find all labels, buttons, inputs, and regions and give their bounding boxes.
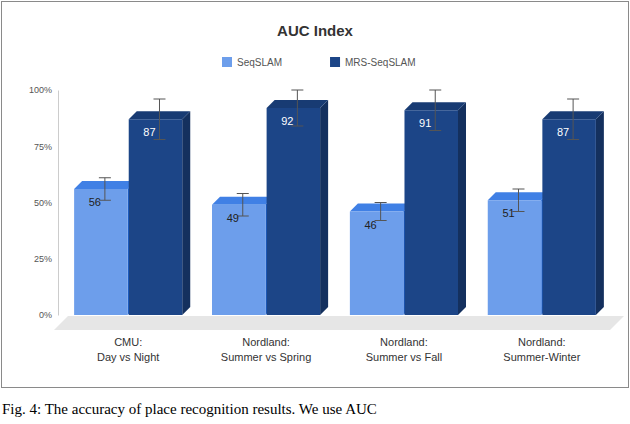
y-tick-label: 25% [34,254,52,264]
legend-item: SeqSLAM [222,57,282,68]
x-tick-label: Nordland: Summer vs Spring [221,336,311,363]
error-cap [567,139,579,140]
data-label: 49 [227,212,239,224]
legend: SeqSLAM MRS-SeqSLAM [222,57,416,68]
error-cap [153,99,165,100]
error-cap [375,202,387,203]
bar-side [458,102,466,315]
error-cap [513,189,525,190]
data-label: 46 [365,219,377,231]
error-line [435,90,436,131]
y-tick: 75% [34,142,58,152]
error-cap [429,90,441,91]
legend-swatch [330,57,340,67]
error-line [573,99,574,140]
error-line [518,189,519,212]
data-label: 51 [502,207,514,219]
bar [129,119,183,315]
chart: AUC Index SeqSLAM MRS-SeqSLAM 0% 25% 50% 75% 10… [0,0,630,424]
error-line [297,90,298,126]
y-tick: 50% [34,198,58,208]
legend-swatch [222,57,232,67]
bar-side [596,111,604,315]
y-tick: 100% [29,85,58,95]
legend-item: MRS-SeqSLAM [330,57,416,68]
caption: Fig. 4: The accuracy of place recognitio… [2,401,377,417]
y-axis-line [58,91,59,316]
data-label: 87 [557,126,569,138]
x-tick-label: Nordland: Summer-Winter [503,336,580,363]
bar [212,205,266,315]
y-tick-label: 100% [29,85,52,95]
bar [542,119,596,315]
y-tick-label: 75% [34,142,52,152]
title: AUC Index [277,22,354,39]
error-cap [237,193,249,194]
plot-area [74,90,604,315]
data-label: 92 [281,115,293,127]
bar [404,110,458,315]
x-tick-label-line: Day vs Night [97,351,159,363]
error-cap [153,139,165,140]
data-labels: 56 49 46 51 87 92 91 87 [89,115,569,231]
bar-side [320,100,328,315]
data-label: 91 [419,117,431,129]
error-cap [567,99,579,100]
error-line [380,203,381,221]
bar [74,189,128,315]
bar [488,200,542,315]
error-line [159,99,160,140]
x-tick-label-line: Nordland: [242,336,290,348]
legend-label: MRS-SeqSLAM [345,57,416,68]
data-label: 56 [89,196,101,208]
bar-side [182,111,190,315]
y-tick: 0% [39,310,58,320]
bar [350,212,404,316]
floor [54,316,624,330]
x-tick-label: CMU: Day vs Night [97,336,159,363]
error-line [242,194,243,217]
error-cap [429,130,441,131]
data-label: 87 [143,126,155,138]
frame [2,2,629,388]
y-tick: 25% [34,254,58,264]
x-tick-label-line: Nordland: [380,336,428,348]
legend-label: SeqSLAM [237,57,282,68]
bar [267,108,321,315]
x-tick-label-line: CMU: [114,336,142,348]
y-tick-label: 50% [34,198,52,208]
x-axis: CMU: Day vs Night Nordland: Summer vs Sprin… [97,336,581,363]
error-line [104,178,105,201]
x-tick-label-line: Summer vs Fall [366,351,442,363]
error-cap [99,177,111,178]
x-tick-label-line: Summer-Winter [503,351,580,363]
error-cap [291,90,303,91]
x-tick-label-line: Nordland: [518,336,566,348]
x-tick-label-line: Summer vs Spring [221,351,311,363]
y-tick-label: 0% [39,310,52,320]
x-tick-label: Nordland: Summer vs Fall [366,336,442,363]
y-axis: 0% 25% 50% 75% 100% [29,85,59,320]
